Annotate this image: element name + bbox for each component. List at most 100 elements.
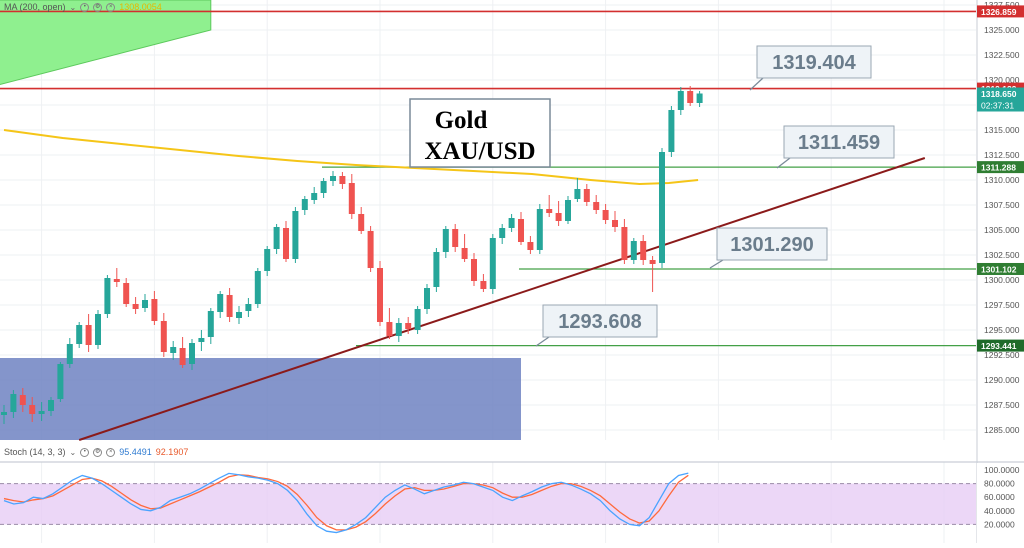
candle-body <box>283 228 289 259</box>
title-box <box>409 98 551 168</box>
price-axis-tick-label: 1312.500 <box>984 150 1020 160</box>
callout-pointer <box>776 157 791 169</box>
price-axis-tick-label: 1295.000 <box>984 325 1020 335</box>
candle-body <box>151 299 158 321</box>
level-price-tag[interactable]: 1311.288 <box>977 161 1024 174</box>
candle-body <box>583 189 590 202</box>
eye-icon[interactable]: • <box>80 2 90 12</box>
eye-icon[interactable]: • <box>80 447 90 457</box>
current-price-tag[interactable]: 1318.650 02:37:31 <box>977 87 1024 112</box>
price-axis[interactable]: 1327.5001325.0001322.5001320.0001317.500… <box>976 0 1024 543</box>
candle-body <box>452 229 459 247</box>
candle-body <box>442 229 449 252</box>
candle-body <box>57 364 64 399</box>
candle-body <box>546 209 553 213</box>
candle-body <box>29 405 36 414</box>
callout-1293.608: 1293.608 <box>535 304 658 347</box>
level-price-tag[interactable]: 1293.441 <box>977 339 1024 352</box>
ma-legend[interactable]: MA (200, open) ⌄ • ⚙ × 1308.0054 <box>4 2 162 12</box>
candle-body <box>301 199 308 210</box>
price-axis-tick-label: 1310.000 <box>984 175 1020 185</box>
candle-body <box>536 209 543 250</box>
price-axis-tick-label: 1285.000 <box>984 425 1020 435</box>
candle-body <box>48 400 54 411</box>
candle-body <box>76 325 83 344</box>
candle-body <box>649 260 656 264</box>
candle-body <box>189 343 195 364</box>
price-axis-tick-label: 1305.000 <box>984 225 1020 235</box>
price-tag-box <box>977 262 1024 275</box>
price-axis-tick-label: 1297.500 <box>984 300 1020 310</box>
candle-body <box>292 211 299 259</box>
price-tag-label: 1301.102 <box>981 264 1017 274</box>
trendline-layer[interactable] <box>78 157 926 441</box>
candle-body <box>414 309 421 330</box>
chevron-down-icon[interactable]: ⌄ <box>69 447 77 457</box>
candle-body <box>424 288 430 309</box>
candle-body <box>85 325 92 345</box>
candle-body <box>367 231 374 268</box>
candle-body <box>273 227 280 249</box>
callout-box <box>716 227 828 261</box>
candle-body <box>217 294 224 312</box>
candle-body <box>132 304 139 309</box>
close-icon[interactable]: × <box>106 2 116 12</box>
chart-title-box: Gold XAU/USD <box>409 98 551 168</box>
candle-body <box>395 323 402 336</box>
candle-body <box>1 412 7 415</box>
price-tag-box <box>977 339 1024 352</box>
candle-body <box>630 241 637 260</box>
stoch-k-line <box>3 472 689 534</box>
zones <box>0 0 521 440</box>
price-axis-tick-label: 1292.500 <box>984 350 1020 360</box>
candle-body <box>10 394 17 412</box>
candle-body <box>602 210 609 220</box>
candle-body <box>508 218 515 228</box>
trendline[interactable] <box>78 157 926 441</box>
candle-body <box>160 321 167 352</box>
candle-body <box>264 249 271 271</box>
title-line-2: XAU/USD <box>424 138 535 165</box>
stoch-k-value: 95.4491 <box>119 447 152 457</box>
stoch-d-value: 92.1907 <box>155 447 189 457</box>
level-price-tag[interactable]: 1326.859 <box>977 5 1024 18</box>
price-tag-label: 1311.288 <box>981 163 1016 173</box>
callout-1319.404: 1319.404 <box>749 45 872 91</box>
candle-body <box>659 152 665 263</box>
close-icon[interactable]: × <box>106 447 116 457</box>
callout-label: 1293.608 <box>558 311 641 333</box>
candle-body <box>433 252 440 287</box>
candle-body <box>236 312 242 318</box>
callout-label: 1301.290 <box>730 234 813 256</box>
candle-body <box>593 202 600 210</box>
candle-body <box>358 214 365 231</box>
chevron-down-icon[interactable]: ⌄ <box>69 2 77 12</box>
stoch-legend[interactable]: Stoch (14, 3, 3) ⌄ • ⚙ × 95.4491 92.1907 <box>4 447 188 457</box>
candle-body <box>123 283 130 304</box>
moving-average-line <box>3 129 699 186</box>
moving-average-layer <box>3 129 699 186</box>
candle-body <box>518 219 524 242</box>
price-axis-tick-label: 1302.500 <box>984 250 1020 260</box>
callout-1301.290: 1301.290 <box>709 227 828 269</box>
candle-body <box>311 193 318 200</box>
price-tag-label: 1326.859 <box>981 7 1017 17</box>
countdown-label: 02:37:31 <box>981 101 1014 111</box>
candle-body <box>640 241 647 260</box>
candle-body <box>95 314 101 345</box>
candle-body <box>677 91 684 110</box>
candle-body <box>142 300 148 308</box>
settings-icon[interactable]: ⚙ <box>93 447 103 457</box>
settings-icon[interactable]: ⚙ <box>93 2 103 12</box>
current-price-label: 1318.650 <box>981 89 1017 99</box>
price-axis-tick-label: 1287.500 <box>984 400 1020 410</box>
level-price-tag[interactable]: 1301.102 <box>977 262 1024 275</box>
callout-box <box>783 125 895 159</box>
callout-box <box>542 304 658 338</box>
ma-legend-value: 1308.0054 <box>119 2 162 12</box>
callout-1311.459: 1311.459 <box>776 125 895 169</box>
candle-body <box>612 220 618 227</box>
stochastic-pane[interactable]: 100.0000 80.0000 60.0000 40.0000 20.0000 <box>0 461 1024 543</box>
stoch-axis-background <box>977 463 1024 543</box>
